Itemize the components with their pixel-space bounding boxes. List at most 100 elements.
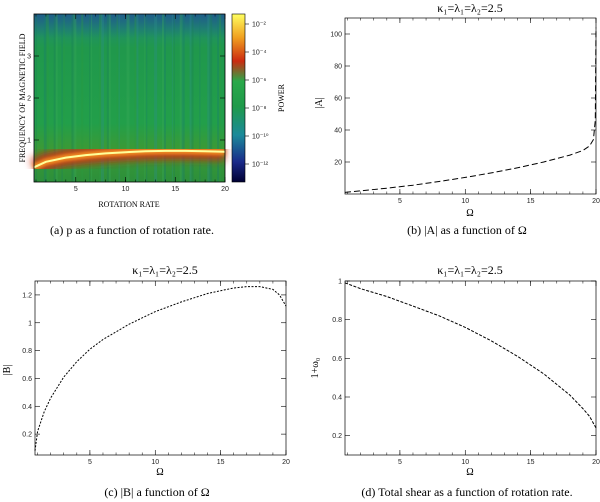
y-tick-label: 40 [334,128,342,135]
heatmap-streak [53,14,56,182]
heatmap-streak [146,14,148,182]
x-axis-label-c: Ω [156,467,163,478]
heatmap-streak [98,14,102,182]
heatmap-streak [161,14,164,182]
axis-ticks-c: 5 10 15 20 0.2 0.4 0.6 0.8 1 1.2 [22,281,290,466]
y-tick-label: 0.4 [332,395,342,402]
heatmap-streak [73,14,77,182]
y-tick-label: 1.2 [22,292,32,299]
heatmap-ridge-core [33,149,226,169]
title-c: κ₁=λ₁=λ₂=2.5 [132,263,198,277]
y-tick-label: 0.6 [332,356,342,363]
x-axis-label-d: Ω [466,467,473,478]
heatmap-streak [209,14,213,182]
x-axis-label-b: Ω [466,208,473,219]
y-tick-label: 80 [334,64,342,71]
title-d: κ₁=λ₁=λ₂=2.5 [437,263,503,277]
caption-a: (a) p as a function of rotation rate. [50,223,214,237]
y-tick-label: 100 [330,32,342,39]
y-tick-label: 60 [334,96,342,103]
y-tick-label: 0.6 [22,376,32,383]
caption-d: (d) Total shear as a function of rotatio… [361,485,572,499]
heatmap-streak [91,14,93,182]
heatmap-streak [134,14,137,182]
panel-b: κ₁=λ₁=λ₂=2.5 5 10 15 20 20 40 60 80 100 Ω |A| (b… [314,1,600,237]
heatmap-streak [217,14,220,182]
x-tick-label: 20 [592,459,600,466]
heatmap-streak [171,14,173,182]
heatmap-streak [154,14,158,182]
y-tick-label: 3 [27,54,31,61]
y-tick-label: 0.8 [332,317,342,324]
colorbar-tick-label: 10⁻² [252,22,266,29]
x-tick-label: 15 [171,186,179,193]
colorbar-tick-label: 10⁻¹² [252,162,269,169]
heatmap-streak [100,14,104,182]
y-axis-label-b: |A| [314,97,325,108]
y-tick-label: 0.2 [332,433,342,440]
caption-c: (c) |B| a function of Ω [104,485,209,499]
heatmap-streak [136,14,139,182]
heatmap-streak [207,14,211,182]
heatmap-streak [199,14,201,182]
y-tick-label: 20 [334,160,342,167]
heatmap-y-axis-label: FREQUENCY OF MAGNETIC FIELD [18,33,27,162]
y-axis-label-c: |B| [2,365,13,376]
heatmap-streak [81,14,84,182]
y-tick-label: 0.4 [22,404,32,411]
heatmap-streak [89,14,91,182]
y-tick-label: 1 [338,279,342,286]
heatmap-streak [106,14,109,182]
colorbar-tick-label: 10⁻⁶ [252,78,266,85]
heatmap-streak [43,14,47,182]
heatmap-streak [55,14,58,182]
heatmap-streak [189,14,192,182]
heatmap-streak [163,14,166,182]
panel-d: κ₁=λ₁=λ₂=2.5 5 10 15 20 0.2 0.4 0.6 0.8 1 Ω 1+ω₀… [310,263,600,499]
heatmap-streak [191,14,194,182]
y-tick-label: 1 [27,138,31,145]
panel-c: κ₁=λ₁=λ₂=2.5 5 10 15 20 0.2 0.4 0.6 0.8 1 1.2 Ω |… [2,263,290,499]
title-b: κ₁=λ₁=λ₂=2.5 [437,1,503,15]
series-line-c [34,286,287,451]
x-tick-label: 10 [151,459,159,466]
x-tick-label: 5 [398,198,402,205]
axis-ticks-b: 5 10 15 20 20 40 60 80 100 [330,18,600,205]
heatmap-streak [144,14,146,182]
heatmap-top-band [34,14,225,38]
y-tick-label: 0.2 [22,432,32,439]
y-tick-label: 2 [27,96,31,103]
x-tick-label: 5 [74,186,78,193]
x-tick-label: 5 [398,459,402,466]
heatmap-x-ticks: 5 10 15 20 1 2 3 [27,14,229,193]
panel-a: 5 10 15 20 1 2 3 ROTATION RATE FREQUENCY OF MA… [18,13,286,237]
x-tick-label: 5 [88,459,92,466]
heatmap-streak [179,14,183,182]
x-tick-label: 15 [527,198,535,205]
plot-frame-d [344,280,597,456]
x-tick-label: 20 [592,198,600,205]
heatmap-streak [126,14,130,182]
x-tick-label: 10 [461,198,469,205]
colorbar [231,13,246,183]
x-tick-label: 10 [461,459,469,466]
plot-frame-c [34,280,287,456]
x-tick-label: 15 [217,459,225,466]
y-axis-label-d: 1+ω₀ [310,357,321,378]
plot-frame-b [344,17,597,195]
heatmap-streak [118,14,120,182]
heatmap-streak [173,14,175,182]
heatmap-streak [116,14,118,182]
colorbar-tick-label: 10⁻⁸ [252,106,266,113]
caption-b: (b) |A| as a function of Ω [407,223,527,237]
x-tick-label: 20 [282,459,290,466]
series-line-b [344,27,597,193]
colorbar-label: POWER [277,83,286,112]
y-tick-label: 1 [28,320,32,327]
series-line-d [344,282,597,429]
x-tick-label: 20 [221,186,229,193]
heatmap-streak [181,14,185,182]
axis-ticks-d: 5 10 15 20 0.2 0.4 0.6 0.8 1 [332,279,600,467]
heatmap-streak [45,14,49,182]
